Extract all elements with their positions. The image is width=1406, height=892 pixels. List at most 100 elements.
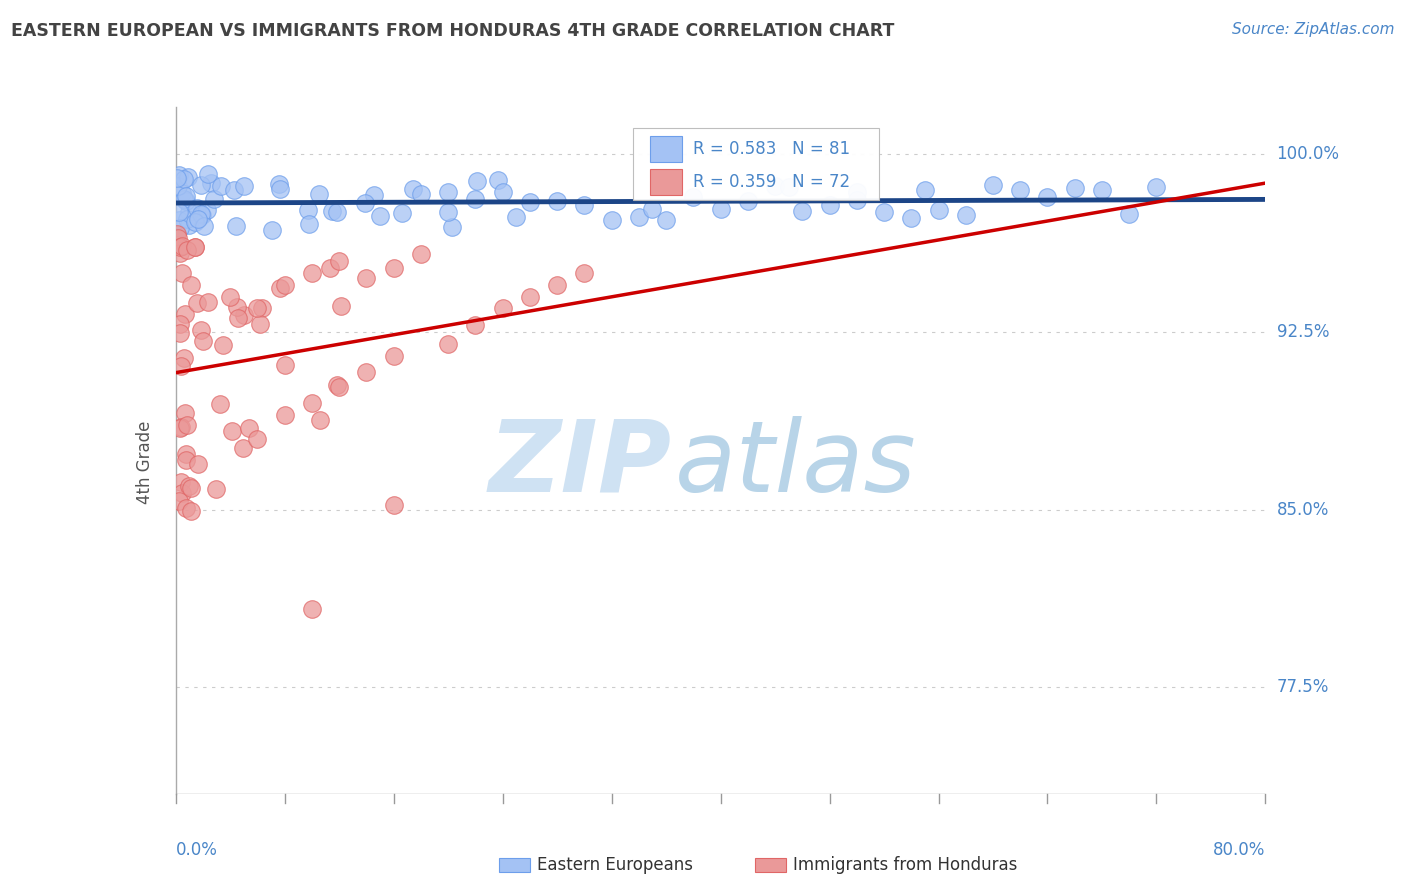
Point bbox=[382, 261, 405, 276]
Point bbox=[170, 475, 193, 489]
Point bbox=[190, 178, 212, 192]
Point bbox=[308, 186, 330, 201]
Point bbox=[363, 187, 385, 202]
Point bbox=[222, 183, 245, 197]
Point bbox=[763, 179, 786, 194]
Point bbox=[177, 478, 200, 492]
Text: 80.0%: 80.0% bbox=[1213, 841, 1265, 859]
Point bbox=[928, 202, 950, 217]
Point bbox=[177, 218, 200, 232]
Point bbox=[200, 176, 222, 190]
Point bbox=[167, 231, 190, 245]
Point bbox=[368, 209, 391, 223]
Point bbox=[186, 211, 208, 226]
Point bbox=[409, 247, 432, 261]
Point bbox=[492, 185, 515, 199]
Point bbox=[184, 240, 207, 254]
Point bbox=[900, 211, 922, 225]
Point bbox=[437, 185, 460, 199]
Point bbox=[191, 334, 214, 349]
Point bbox=[301, 266, 323, 280]
Point bbox=[274, 358, 297, 372]
Point bbox=[325, 378, 347, 392]
Point bbox=[246, 301, 269, 316]
Point bbox=[326, 204, 349, 219]
FancyBboxPatch shape bbox=[633, 128, 879, 200]
Point bbox=[211, 179, 233, 194]
Point bbox=[1010, 183, 1032, 197]
Point bbox=[252, 301, 274, 315]
Point bbox=[173, 351, 195, 365]
Point bbox=[169, 317, 191, 331]
Point bbox=[492, 301, 515, 316]
Point bbox=[319, 260, 342, 275]
Point bbox=[169, 246, 191, 260]
Point bbox=[519, 289, 541, 303]
Point bbox=[519, 194, 541, 209]
Point bbox=[167, 212, 190, 227]
Point bbox=[309, 413, 332, 427]
Point bbox=[382, 349, 405, 363]
Point bbox=[190, 207, 212, 221]
Point bbox=[176, 212, 198, 227]
Point bbox=[546, 277, 568, 292]
Point bbox=[166, 227, 188, 241]
Text: EASTERN EUROPEAN VS IMMIGRANTS FROM HONDURAS 4TH GRADE CORRELATION CHART: EASTERN EUROPEAN VS IMMIGRANTS FROM HOND… bbox=[11, 22, 894, 40]
Point bbox=[205, 483, 228, 497]
Point bbox=[176, 452, 198, 467]
Point bbox=[174, 189, 197, 203]
Point bbox=[955, 208, 977, 222]
Point bbox=[437, 337, 460, 351]
Point bbox=[170, 266, 193, 280]
Text: 77.5%: 77.5% bbox=[1277, 678, 1329, 697]
Point bbox=[409, 186, 432, 201]
Text: 4th Grade: 4th Grade bbox=[136, 421, 155, 504]
Point bbox=[170, 420, 193, 434]
Point bbox=[600, 212, 623, 227]
Point bbox=[170, 486, 193, 500]
Point bbox=[169, 240, 191, 254]
Point bbox=[1118, 207, 1140, 221]
Point bbox=[180, 504, 202, 518]
Point bbox=[464, 318, 486, 332]
Point bbox=[465, 174, 488, 188]
Point bbox=[792, 204, 814, 219]
Point bbox=[627, 210, 650, 224]
Text: Eastern Europeans: Eastern Europeans bbox=[537, 856, 693, 874]
Point bbox=[169, 359, 191, 374]
Point bbox=[170, 186, 193, 200]
Point bbox=[682, 189, 704, 203]
Text: Immigrants from Honduras: Immigrants from Honduras bbox=[793, 856, 1018, 874]
Bar bbox=[650, 136, 682, 162]
Point bbox=[356, 270, 378, 285]
Point bbox=[914, 183, 936, 197]
Point bbox=[226, 300, 249, 314]
Text: Source: ZipAtlas.com: Source: ZipAtlas.com bbox=[1232, 22, 1395, 37]
Point bbox=[641, 202, 664, 216]
Text: 85.0%: 85.0% bbox=[1277, 500, 1329, 518]
Point bbox=[209, 397, 232, 411]
Point bbox=[301, 602, 323, 616]
Point bbox=[174, 307, 197, 321]
Point bbox=[298, 217, 321, 231]
Point bbox=[174, 447, 197, 461]
Point bbox=[505, 210, 527, 224]
Point bbox=[197, 294, 219, 309]
Point bbox=[353, 196, 375, 211]
Point bbox=[1091, 183, 1114, 197]
Point bbox=[574, 197, 596, 211]
Point bbox=[212, 338, 235, 352]
Point bbox=[169, 204, 191, 219]
Point bbox=[225, 219, 247, 233]
Point bbox=[274, 408, 297, 422]
Point bbox=[233, 179, 256, 194]
Point bbox=[187, 457, 209, 471]
Bar bbox=[499, 858, 530, 872]
Point bbox=[737, 194, 759, 209]
Bar bbox=[755, 858, 786, 872]
Point bbox=[818, 198, 841, 212]
Point bbox=[177, 169, 200, 184]
Point bbox=[177, 205, 200, 219]
Text: 100.0%: 100.0% bbox=[1277, 145, 1340, 163]
Point bbox=[1063, 180, 1085, 194]
